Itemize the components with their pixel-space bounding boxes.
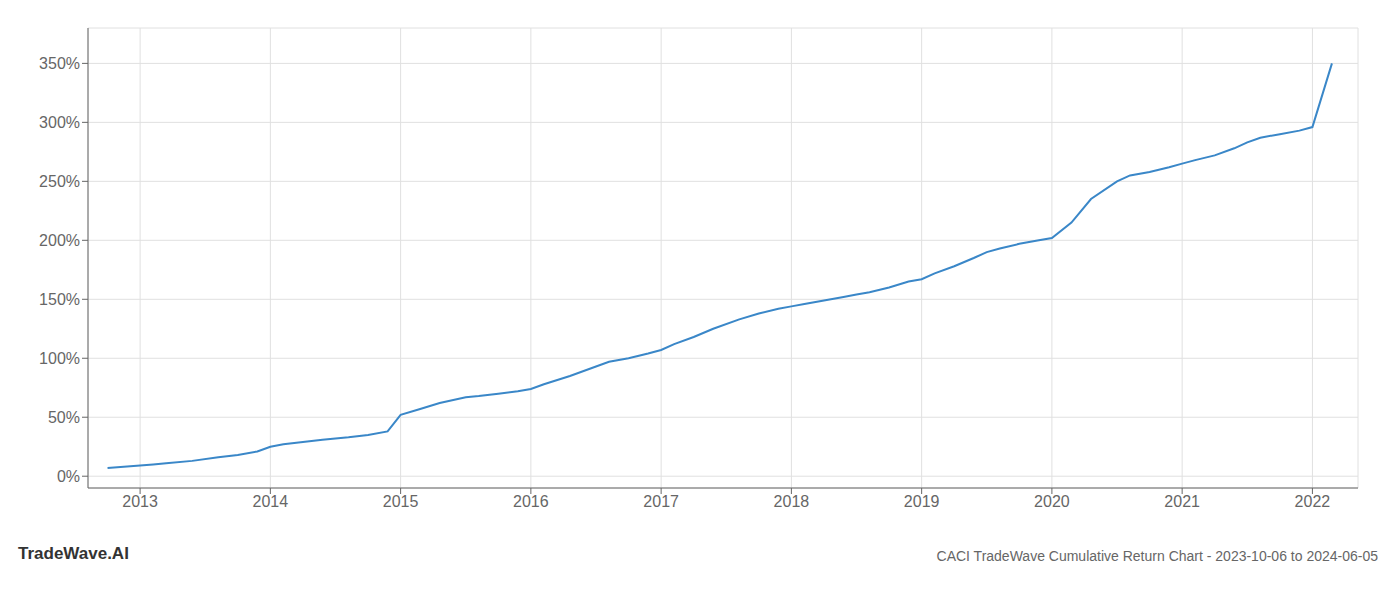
svg-text:2018: 2018 [774,493,810,510]
svg-text:2014: 2014 [253,493,289,510]
svg-text:100%: 100% [39,350,80,367]
svg-text:2019: 2019 [904,493,940,510]
html-text:CACI TradeWave Cumulative Retu: CACI TradeWave Cumulative Return Chart -… [936,548,1378,564]
svg-text:350%: 350% [39,55,80,72]
svg-text:2021: 2021 [1164,493,1200,510]
svg-text:0%: 0% [57,468,80,485]
svg-text:2020: 2020 [1034,493,1070,510]
html-text:TradeWave.AI: TradeWave.AI [18,544,129,563]
svg-text:250%: 250% [39,173,80,190]
svg-text:200%: 200% [39,232,80,249]
svg-text:2017: 2017 [643,493,679,510]
svg-text:2016: 2016 [513,493,549,510]
svg-text:150%: 150% [39,291,80,308]
svg-text:300%: 300% [39,114,80,131]
svg-text:2022: 2022 [1295,493,1331,510]
svg-text:2013: 2013 [122,493,158,510]
svg-text:50%: 50% [48,409,80,426]
svg-text:2015: 2015 [383,493,419,510]
